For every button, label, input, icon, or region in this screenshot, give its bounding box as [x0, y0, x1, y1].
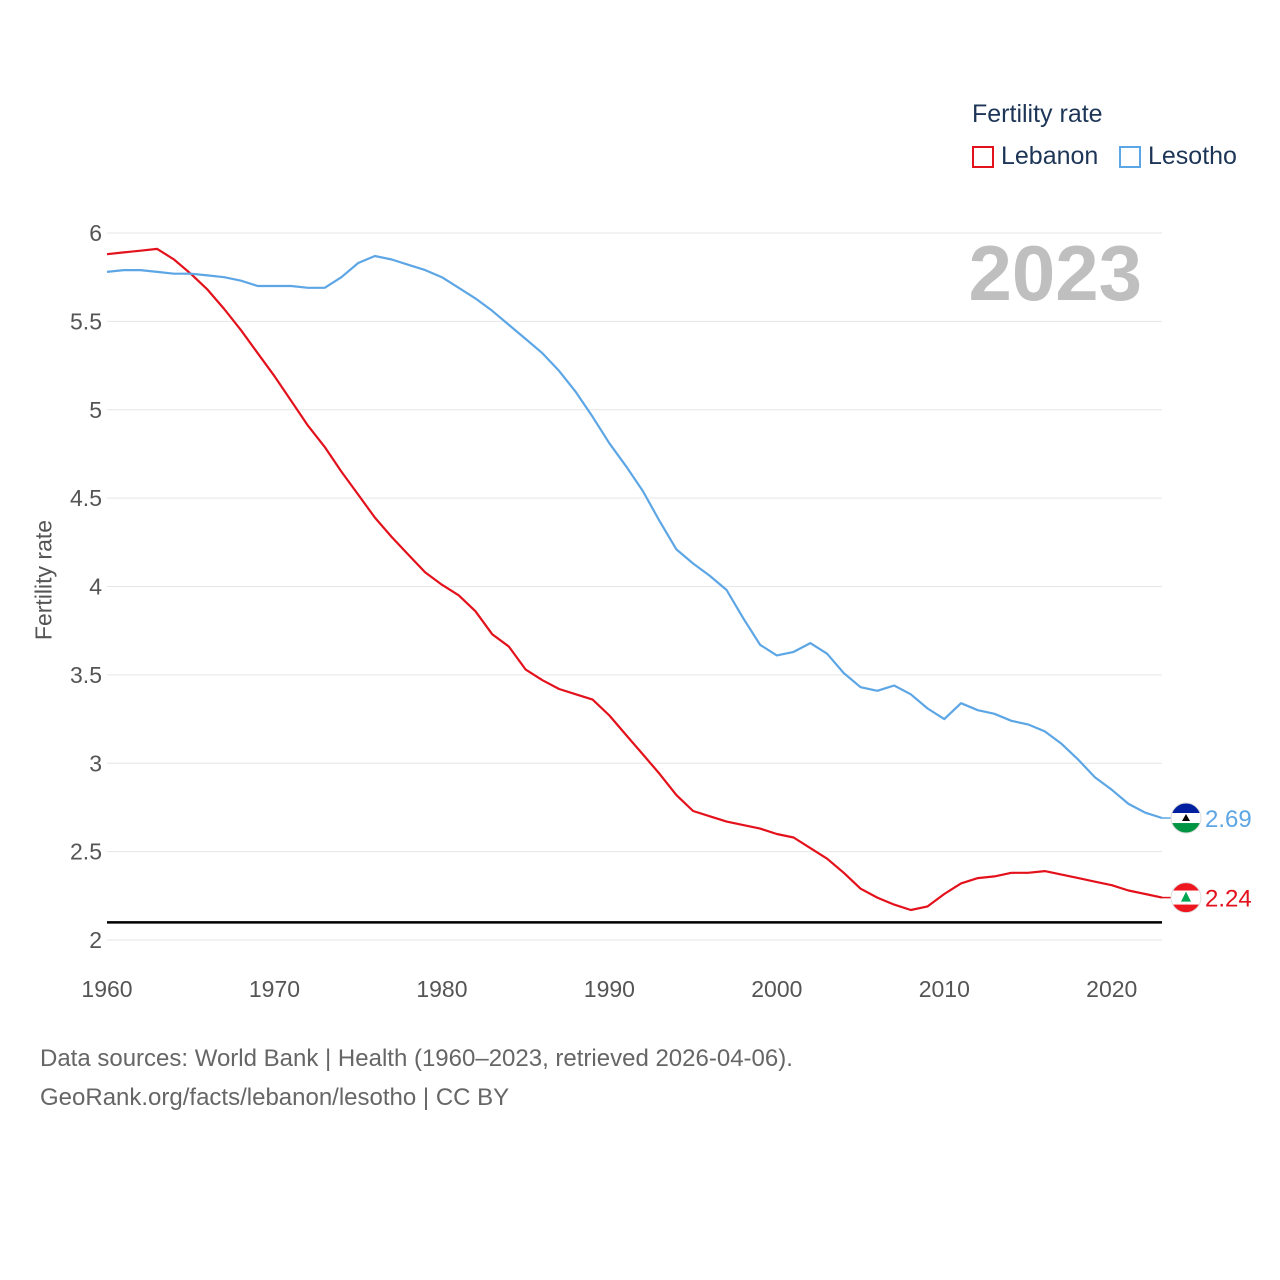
end-value-label-lebanon: 2.24 [1205, 886, 1252, 913]
lebanon-flag-icon [1170, 882, 1202, 914]
y-tick-label: 2.5 [70, 839, 102, 865]
y-tick-label: 4 [89, 574, 102, 600]
y-tick-label: 3 [89, 750, 102, 776]
y-tick-label: 5 [89, 397, 102, 423]
y-tick-label: 3.5 [70, 662, 102, 688]
series-line-lesotho [106, 254, 1163, 820]
end-value-label-lesotho: 2.69 [1205, 806, 1252, 833]
legend-item-lesotho[interactable]: Lesotho [1119, 142, 1237, 171]
legend-label-lebanon: Lebanon [1001, 142, 1099, 170]
x-tick-label: 1970 [249, 976, 300, 1002]
x-tick-label: 1990 [584, 976, 635, 1002]
x-tick-label: 2010 [919, 976, 970, 1002]
legend-swatch-lesotho [1119, 145, 1141, 168]
year-label: 2023 [968, 229, 1142, 317]
x-tick-label: 2020 [1086, 976, 1137, 1002]
legend-label-lesotho: Lesotho [1148, 142, 1237, 170]
x-tick-label: 1960 [81, 976, 132, 1002]
x-tick-label: 2000 [751, 976, 802, 1002]
source-line-1: Data sources: World Bank | Health (1960–… [40, 1045, 793, 1072]
lesotho-flag-icon [1170, 802, 1202, 834]
y-tick-label: 4.5 [70, 485, 102, 511]
x-tick-label: 1980 [416, 976, 467, 1002]
legend-title: Fertility rate [972, 100, 1103, 128]
source-line-2[interactable]: GeoRank.org/facts/lebanon/lesotho | CC B… [40, 1084, 510, 1111]
y-tick-label: 6 [89, 220, 102, 246]
series-line-lebanon [106, 247, 1163, 912]
legend-item-lebanon[interactable]: Lebanon [972, 142, 1098, 171]
y-tick-label: 2 [89, 927, 102, 953]
legend-swatch-lebanon [972, 145, 994, 168]
y-tick-label: 5.5 [70, 308, 102, 334]
